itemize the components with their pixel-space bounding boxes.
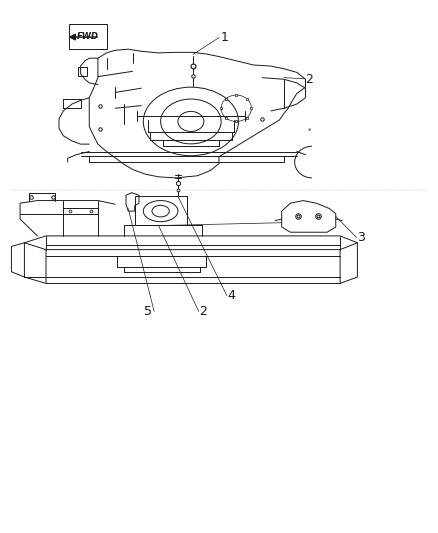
Text: 5: 5 xyxy=(144,305,152,318)
Text: 3: 3 xyxy=(357,231,365,244)
FancyBboxPatch shape xyxy=(134,196,187,225)
Text: 2: 2 xyxy=(305,73,313,86)
FancyBboxPatch shape xyxy=(69,25,107,49)
Text: *: * xyxy=(307,127,311,133)
Text: 2: 2 xyxy=(200,305,208,318)
Text: 4: 4 xyxy=(228,289,236,302)
Text: 1: 1 xyxy=(221,30,229,44)
Text: FWD: FWD xyxy=(77,32,99,41)
